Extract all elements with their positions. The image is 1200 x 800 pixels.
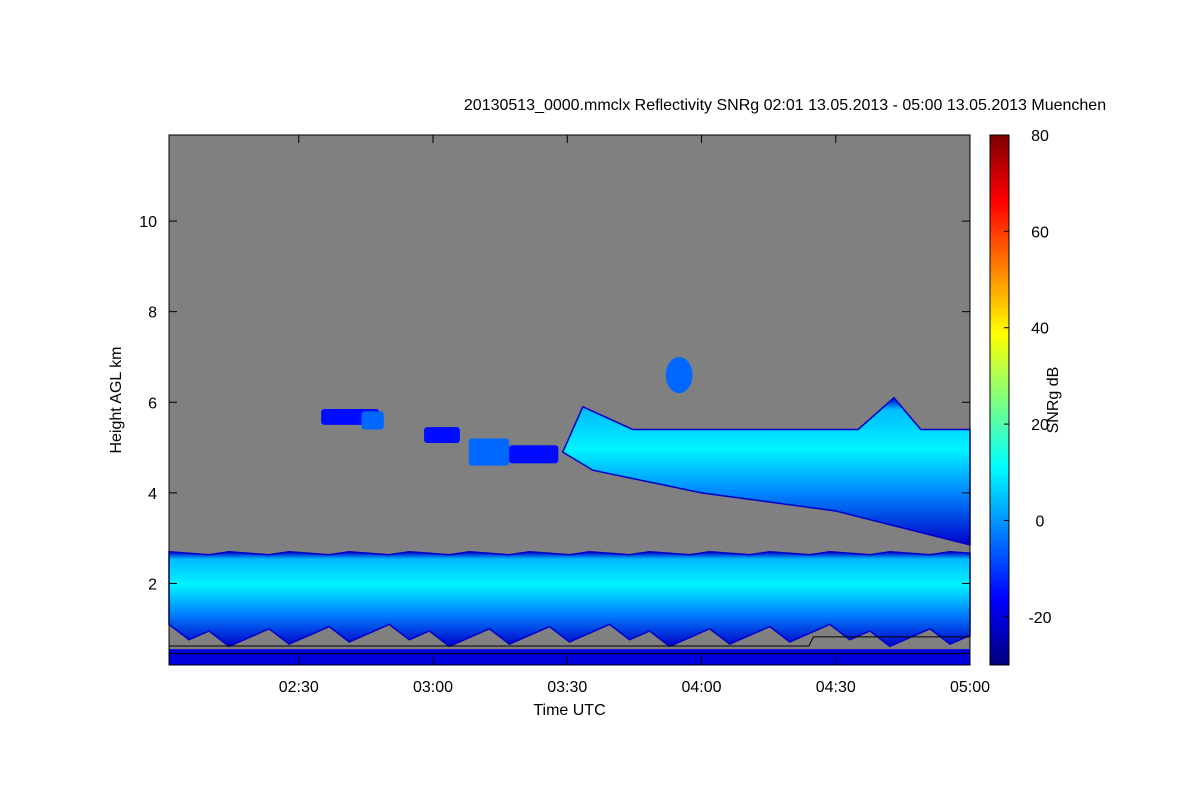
cloud-fragment [361, 411, 384, 430]
instrument-line [169, 636, 970, 647]
colorbar: -20 0 20 40 60 80 SNRg dB [989, 128, 1062, 666]
cloud-fragment [468, 438, 510, 466]
y-tick-label: 2 [148, 576, 157, 593]
x-tick-label: 04:00 [681, 679, 721, 696]
colorbar-label: SNRg dB [1045, 367, 1062, 434]
chart-title: 20130513_0000.mmclx Reflectivity SNRg 02… [463, 97, 1107, 114]
colorbar-tick-label: -20 [1028, 610, 1051, 627]
y-tick-label: 8 [148, 305, 157, 322]
cloud-layer-mid [561, 396, 971, 546]
x-tick-label: 02:30 [279, 679, 319, 696]
cloud-fragment [509, 445, 559, 464]
y-tick-label: 6 [148, 395, 157, 412]
cloud-patch-upper [665, 356, 693, 394]
colorbar-tick-label: 0 [1036, 513, 1045, 530]
x-tick-label: 04:30 [816, 679, 856, 696]
cloud-layer-low [168, 550, 971, 648]
x-tick-label: 03:30 [547, 679, 587, 696]
x-axis-label: Time UTC [533, 702, 605, 719]
y-axis-label: Height AGL km [108, 346, 125, 453]
plot-frame [168, 134, 971, 666]
colorbar-tick-label: 40 [1031, 321, 1049, 338]
colorbar-tick-label: 20 [1031, 417, 1049, 434]
y-tick-label: 10 [139, 214, 157, 231]
cloud-fragment [424, 427, 460, 444]
x-tick-label: 03:00 [413, 679, 453, 696]
colorbar-tick-label: 80 [1031, 128, 1049, 145]
plot-area [168, 135, 971, 665]
colorbar-tick-label: 60 [1031, 224, 1049, 241]
ground-clutter [169, 649, 970, 665]
colorbar-scale [989, 134, 1010, 666]
axes: 02:30 03:00 03:30 04:00 04:30 05:00 2 4 6 8 10 Time… [108, 134, 990, 719]
x-tick-label: 05:00 [950, 679, 990, 696]
y-tick-label: 4 [148, 486, 157, 503]
